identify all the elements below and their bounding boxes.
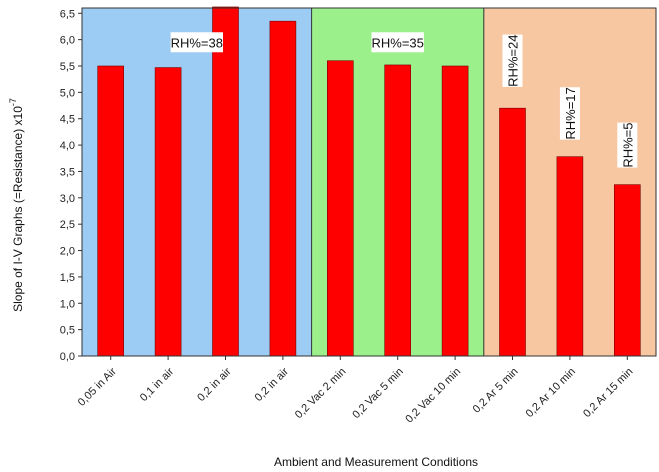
x-tick-label: 0,2 in air (253, 365, 292, 404)
bar (441, 65, 469, 357)
x-axis-title: Ambient and Measurement Conditions (274, 455, 478, 469)
x-tick-label: 0,2 in air (195, 365, 234, 404)
bars (97, 6, 641, 357)
y-tick-label: 3,5 (60, 166, 75, 178)
bar (499, 107, 526, 357)
y-tick-label: 4,5 (60, 114, 75, 126)
svg-text:RH%=35: RH%=35 (372, 35, 424, 50)
x-tick-label: 0,05 in Air (76, 365, 119, 408)
bar (613, 184, 641, 357)
bar (97, 65, 124, 357)
y-tick-label: 5,5 (60, 61, 75, 73)
x-tick-label: 0,2 Ar 10 min (524, 366, 578, 420)
y-tick-labels: 0,0 0,5 1,0 1,5 2,0 2,5 3,0 3,5 4,0 4,5 5,0 5,5 6,0 6… (60, 8, 82, 363)
bar (326, 60, 354, 357)
rh-annotation: RH%=17 (559, 87, 580, 140)
svg-text:RH%=17: RH%=17 (563, 87, 578, 139)
bar (269, 20, 297, 357)
bar (556, 156, 584, 357)
x-tick-label: 0,2 Vac 5 min (350, 366, 405, 421)
axes (81, 7, 657, 357)
bar (212, 6, 239, 357)
x-tick-label: 0,2 Ar 5 min (471, 366, 521, 416)
y-tick-label: 1,5 (60, 272, 75, 284)
y-tick-label: 2,0 (60, 246, 75, 258)
y-tick-label: 4,0 (60, 140, 75, 152)
y-tick-label: 0,5 (60, 325, 75, 337)
svg-text:RH%=38: RH%=38 (171, 35, 223, 50)
y-tick-label: 1,0 (60, 298, 75, 310)
y-tick-label: 6,5 (60, 8, 75, 20)
rh-annotation: RH%=24 (502, 34, 523, 87)
plot-frame (81, 7, 657, 357)
x-tick-label: 0,2 Vac 2 min (293, 366, 348, 421)
y-tick-label: 3,0 (60, 193, 75, 205)
x-tick-label: 0,2 Ar 15 min (581, 366, 635, 420)
y-tick-label: 5,0 (60, 87, 75, 99)
rh-annotation: RH%=35 (371, 32, 424, 53)
bar (154, 67, 182, 357)
bar (384, 64, 412, 357)
y-tick-label: 2,5 (60, 219, 75, 231)
svg-text:RH%=5: RH%=5 (620, 123, 635, 168)
x-tick-label: 0,1 in air (138, 365, 177, 404)
y-tick-label: 0,0 (60, 351, 75, 363)
annotations: RH%=38 RH%=35 RH%=24 RH%=17 RH%=5 (170, 32, 638, 168)
rh-annotation: RH%=38 (170, 32, 223, 53)
y-tick-label: 6,0 (60, 35, 75, 47)
svg-text:RH%=24: RH%=24 (506, 35, 521, 87)
x-tick-label: 0,2 Vac 10 min (403, 366, 463, 426)
rh-annotation: RH%=5 (617, 123, 638, 168)
x-tick-labels: 0,05 in Air 0,1 in air 0,2 in air 0,2 in ai… (76, 356, 635, 426)
y-axis-title: Slope of I-V Graphs (=Resistance) x10-7 (8, 98, 25, 312)
